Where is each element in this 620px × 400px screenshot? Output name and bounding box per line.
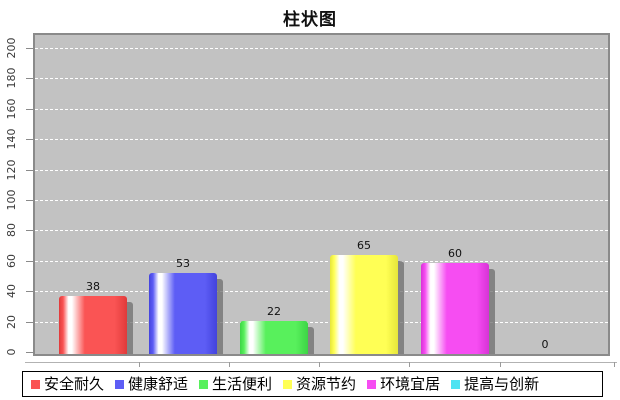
bar-body (330, 255, 398, 354)
y-axis-tick (26, 291, 33, 292)
gridline (35, 170, 608, 171)
bar-3 (330, 255, 404, 354)
legend-item-1: 健康舒适 (115, 374, 188, 394)
bar-2 (240, 321, 314, 354)
gridline (35, 109, 608, 110)
gridline (35, 261, 608, 262)
bar-1 (149, 273, 223, 354)
legend-swatch (199, 379, 209, 389)
legend-item-4: 环境宜居 (367, 374, 440, 394)
bar-value-label: 38 (86, 280, 100, 293)
x-axis-tick (229, 362, 230, 367)
y-axis-tick (26, 230, 33, 231)
x-axis-tick (319, 362, 320, 367)
y-axis-tick (26, 78, 33, 79)
x-axis-tick (139, 362, 140, 367)
legend-label: 资源节约 (296, 375, 357, 393)
legend-swatch (367, 379, 377, 389)
legend-item-5: 提高与创新 (451, 374, 539, 394)
x-axis-tick (409, 362, 410, 367)
legend-label: 提高与创新 (464, 375, 540, 393)
y-axis-label: 200 (5, 37, 18, 59)
bar-body (59, 296, 127, 354)
chart-title: 柱状图 (283, 10, 337, 30)
legend-label: 健康舒适 (128, 375, 189, 393)
y-axis-tick (26, 48, 33, 49)
gridline (35, 291, 608, 292)
y-axis-tick (26, 352, 33, 353)
bar-value-label: 65 (357, 239, 371, 252)
bar-4 (421, 263, 495, 354)
legend-label: 环境宜居 (380, 375, 441, 393)
legend-label: 生活便利 (212, 375, 273, 393)
bar-body (421, 263, 489, 354)
y-axis-tick (26, 109, 33, 110)
y-axis-tick (26, 261, 33, 262)
x-axis-tick (614, 362, 615, 367)
gridline (35, 48, 608, 49)
legend: 安全耐久 健康舒适 生活便利 资源节约 环境宜居 提高与创新 (22, 371, 603, 397)
x-axis-tick (500, 362, 501, 367)
bar-value-label: 60 (448, 247, 462, 260)
x-axis-line (25, 362, 617, 363)
bar-value-label: 0 (541, 338, 549, 351)
bar-body (240, 321, 308, 354)
y-axis-tick (26, 200, 33, 201)
bar-0 (59, 296, 133, 354)
legend-item-0: 安全耐久 (31, 374, 104, 394)
legend-label: 安全耐久 (44, 375, 105, 393)
bar-body (149, 273, 217, 354)
y-axis-tick (26, 322, 33, 323)
legend-swatch (451, 379, 461, 389)
legend-swatch (115, 379, 125, 389)
y-axis-tick (26, 139, 33, 140)
bar-value-label: 22 (267, 305, 281, 318)
y-axis-tick (26, 170, 33, 171)
gridline (35, 139, 608, 140)
legend-item-3: 资源节约 (283, 374, 356, 394)
gridline (35, 322, 608, 323)
legend-swatch (31, 379, 40, 389)
legend-item-2: 生活便利 (199, 374, 272, 394)
gridline (35, 200, 608, 201)
bar-value-label: 53 (176, 257, 190, 270)
gridline (35, 78, 608, 79)
legend-swatch (283, 379, 293, 389)
gridline (35, 230, 608, 231)
